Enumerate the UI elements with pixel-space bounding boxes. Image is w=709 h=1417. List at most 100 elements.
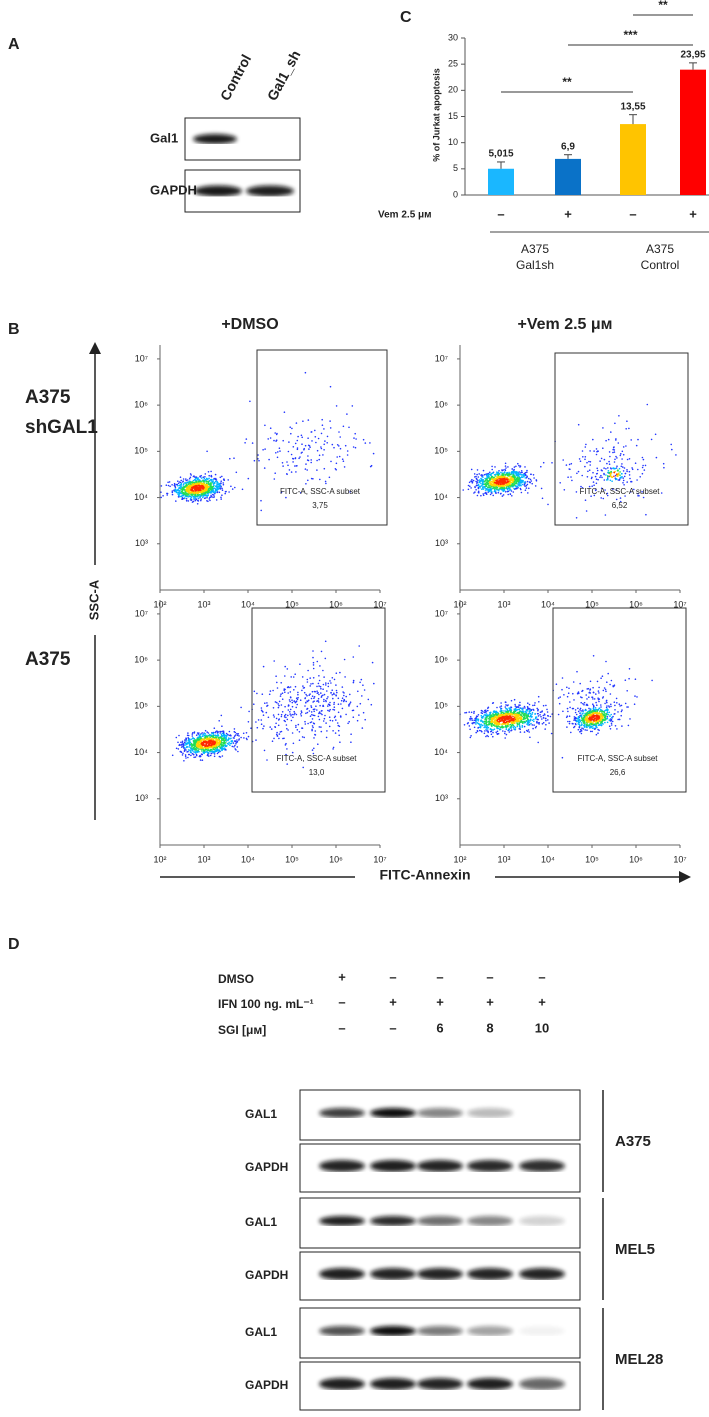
event-dot xyxy=(622,477,624,479)
event-dot xyxy=(274,726,276,728)
event-dot xyxy=(519,723,521,725)
event-dot xyxy=(480,495,482,497)
event-dot xyxy=(254,460,256,462)
event-dot xyxy=(282,711,284,713)
significance-label: ** xyxy=(658,0,668,12)
event-dot xyxy=(316,460,318,462)
event-dot xyxy=(516,722,518,724)
event-dot xyxy=(192,733,194,735)
event-dot xyxy=(581,475,583,477)
event-dot xyxy=(582,456,584,458)
event-dot xyxy=(196,487,198,489)
event-dot xyxy=(614,472,616,474)
event-dot xyxy=(288,709,290,711)
event-dot xyxy=(267,438,269,440)
event-dot xyxy=(178,748,180,750)
event-dot xyxy=(562,677,564,679)
event-dot xyxy=(586,462,588,464)
event-dot xyxy=(238,739,240,741)
event-dot xyxy=(312,701,314,703)
event-dot xyxy=(335,469,337,471)
event-dot xyxy=(274,432,276,434)
event-dot xyxy=(357,720,359,722)
row-label: shGAL1 xyxy=(25,417,98,438)
event-dot xyxy=(533,474,535,476)
event-dot xyxy=(477,469,479,471)
event-dot xyxy=(634,695,636,697)
event-dot xyxy=(619,478,621,480)
event-dot xyxy=(486,735,488,737)
gate-value: 6,52 xyxy=(612,501,628,510)
event-dot xyxy=(583,728,585,730)
event-dot xyxy=(199,494,201,496)
event-dot xyxy=(184,740,186,742)
event-dot xyxy=(287,465,289,467)
event-dot xyxy=(592,722,594,724)
event-dot xyxy=(183,745,185,747)
event-dot xyxy=(219,756,221,758)
event-dot xyxy=(273,707,275,709)
event-dot xyxy=(361,679,363,681)
event-dot xyxy=(332,698,334,700)
event-dot xyxy=(522,709,524,711)
event-dot xyxy=(588,461,590,463)
event-dot xyxy=(221,725,223,727)
event-dot xyxy=(215,474,217,476)
event-dot xyxy=(335,732,337,734)
event-dot xyxy=(308,445,310,447)
event-dot xyxy=(323,428,325,430)
event-dot xyxy=(593,692,595,694)
event-dot xyxy=(208,735,210,737)
event-dot xyxy=(312,691,314,693)
event-dot xyxy=(306,708,308,710)
event-dot xyxy=(578,717,580,719)
event-dot xyxy=(316,686,318,688)
event-dot xyxy=(222,489,224,491)
event-dot xyxy=(274,472,276,474)
event-dot xyxy=(508,491,510,493)
event-dot xyxy=(315,730,317,732)
event-dot xyxy=(227,740,229,742)
event-dot xyxy=(587,476,589,478)
event-dot xyxy=(517,726,519,728)
event-dot xyxy=(525,477,527,479)
event-dot xyxy=(523,715,525,717)
event-dot xyxy=(353,716,355,718)
event-dot xyxy=(365,442,367,444)
event-dot xyxy=(322,670,324,672)
event-dot xyxy=(178,735,180,737)
event-dot xyxy=(540,466,542,468)
event-dot xyxy=(614,709,616,711)
event-dot xyxy=(505,463,507,465)
event-dot xyxy=(482,474,484,476)
event-dot xyxy=(663,463,665,465)
event-dot xyxy=(536,719,538,721)
event-dot xyxy=(309,693,311,695)
event-dot xyxy=(185,757,187,759)
event-dot xyxy=(609,463,611,465)
event-dot xyxy=(567,696,569,698)
event-dot xyxy=(286,728,288,730)
event-dot xyxy=(205,730,207,732)
event-dot xyxy=(207,479,209,481)
event-dot xyxy=(610,693,612,695)
event-dot xyxy=(628,725,630,727)
event-dot xyxy=(282,462,284,464)
event-dot xyxy=(325,682,327,684)
event-dot xyxy=(482,713,484,715)
event-dot xyxy=(531,480,533,482)
event-dot xyxy=(196,754,198,756)
event-dot xyxy=(651,439,653,441)
event-dot xyxy=(209,498,211,500)
event-dot xyxy=(612,452,614,454)
event-dot xyxy=(469,725,471,727)
event-dot xyxy=(317,661,319,663)
event-dot xyxy=(348,704,350,706)
event-dot xyxy=(192,735,194,737)
event-dot xyxy=(300,699,302,701)
event-dot xyxy=(629,718,631,720)
event-dot xyxy=(670,444,672,446)
event-dot xyxy=(504,733,506,735)
event-dot xyxy=(372,662,374,664)
event-dot xyxy=(199,755,201,757)
